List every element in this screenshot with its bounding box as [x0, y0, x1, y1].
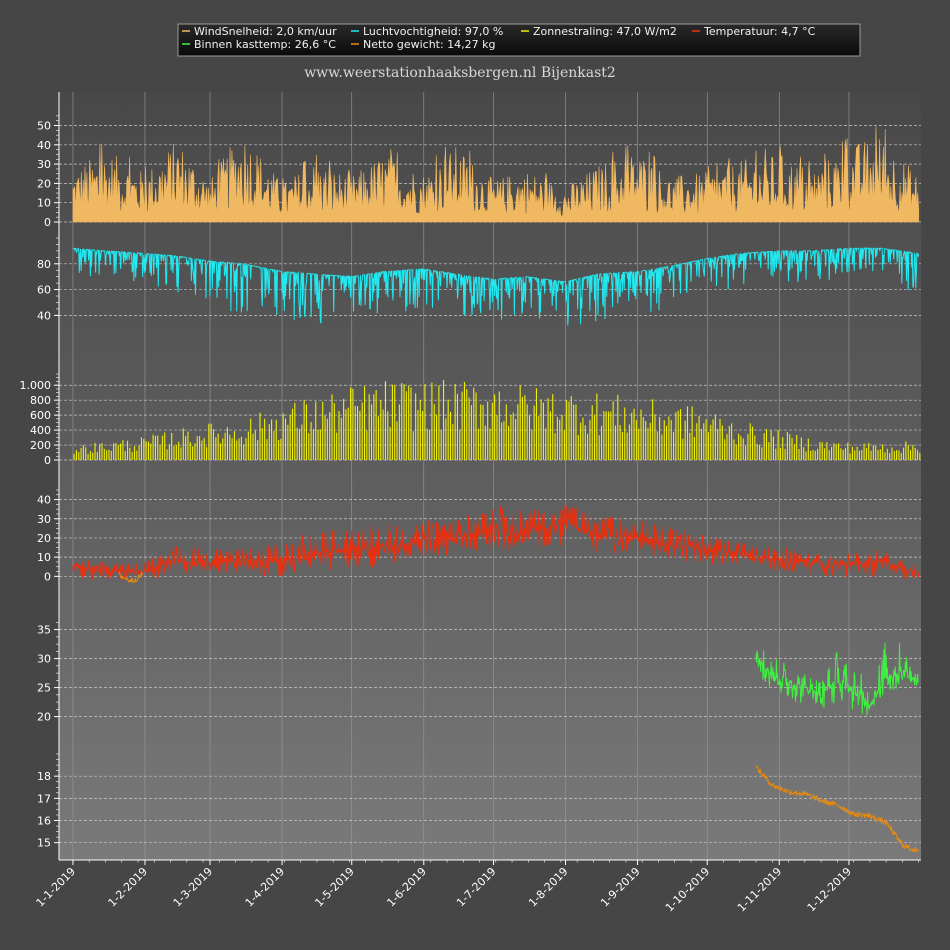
- legend-label-hive-temp: Binnen kasttemp: 26,6 °C: [194, 38, 336, 51]
- y-tick-label: 0: [44, 216, 51, 229]
- y-tick-label: 60: [37, 284, 51, 297]
- y-tick-label: 800: [30, 394, 51, 407]
- legend-entry-solar: Zonnestraling: 47,0 W/m2: [521, 25, 677, 38]
- legend-entry-hive-temp: Binnen kasttemp: 26,6 °C: [182, 38, 336, 51]
- legend-label-temperature: Temperatuur: 4,7 °C: [703, 25, 816, 38]
- y-tick-label: 0: [44, 454, 51, 467]
- series-zonnestraling: [73, 380, 921, 460]
- legend-label-wind: WindSnelheid: 2,0 km/uur: [194, 25, 337, 38]
- y-tick-label: 20: [37, 711, 51, 724]
- y-tick-label: 30: [37, 158, 51, 171]
- y-tick-label: 40: [37, 494, 51, 507]
- y-tick-label: 0: [44, 570, 51, 583]
- binnen-kasttemp-line: [755, 642, 919, 716]
- y-tick-label: 80: [37, 258, 51, 271]
- legend-box: [177, 23, 861, 57]
- y-tick-label: 400: [30, 424, 51, 437]
- series-windsnelheid: [72, 125, 920, 223]
- y-tick-label: 20: [37, 177, 51, 190]
- y-tick-label: 18: [37, 770, 51, 783]
- windsnelheid-area: [72, 126, 920, 223]
- chart-title: www.weerstationhaaksbergen.nl Bijenkast2: [304, 65, 616, 81]
- temperatuur-cold-segment: [118, 570, 143, 584]
- y-tick-label: 600: [30, 409, 51, 422]
- series-temperatuur: [72, 505, 920, 581]
- legend-entry-temperature: Temperatuur: 4,7 °C: [692, 25, 816, 38]
- temperatuur-line: [72, 505, 920, 581]
- y-tick-label: 20: [37, 532, 51, 545]
- series-luchtvochtigheid: [72, 246, 920, 326]
- series-netto-gewicht: [755, 765, 919, 853]
- netto-gewicht-line: [755, 765, 919, 853]
- y-tick-label: 50: [37, 120, 51, 133]
- y-tick-label: 40: [37, 309, 51, 322]
- series: [72, 125, 921, 853]
- legend-entry-wind: WindSnelheid: 2,0 km/uur: [182, 25, 337, 38]
- y-tick-label: 15: [37, 837, 51, 850]
- y-tick-label: 10: [37, 197, 51, 210]
- y-tick-label: 1.000: [20, 379, 52, 392]
- legend-label-solar: Zonnestraling: 47,0 W/m2: [533, 25, 677, 38]
- y-tick-label: 40: [37, 139, 51, 152]
- y-tick-label: 10: [37, 551, 51, 564]
- legend-entry-humidity: Luchtvochtigheid: 97,0 %: [351, 25, 503, 38]
- legend-entry-weight: Netto gewicht: 14,27 kg: [351, 38, 496, 51]
- luchtvochtigheid-line: [72, 246, 920, 326]
- legend-label-weight: Netto gewicht: 14,27 kg: [363, 38, 496, 51]
- y-tick-label: 35: [37, 624, 51, 637]
- series-binnen-kasttemp: [755, 642, 919, 716]
- y-tick-label: 30: [37, 653, 51, 666]
- y-tick-label: 16: [37, 815, 51, 828]
- legend-label-humidity: Luchtvochtigheid: 97,0 %: [363, 25, 503, 38]
- y-tick-label: 17: [37, 792, 51, 805]
- y-tick-label: 30: [37, 513, 51, 526]
- y-tick-label: 200: [30, 439, 51, 452]
- y-tick-label: 25: [37, 682, 51, 695]
- legend: WindSnelheid: 2,0 km/uur Luchtvochtighei…: [177, 23, 861, 57]
